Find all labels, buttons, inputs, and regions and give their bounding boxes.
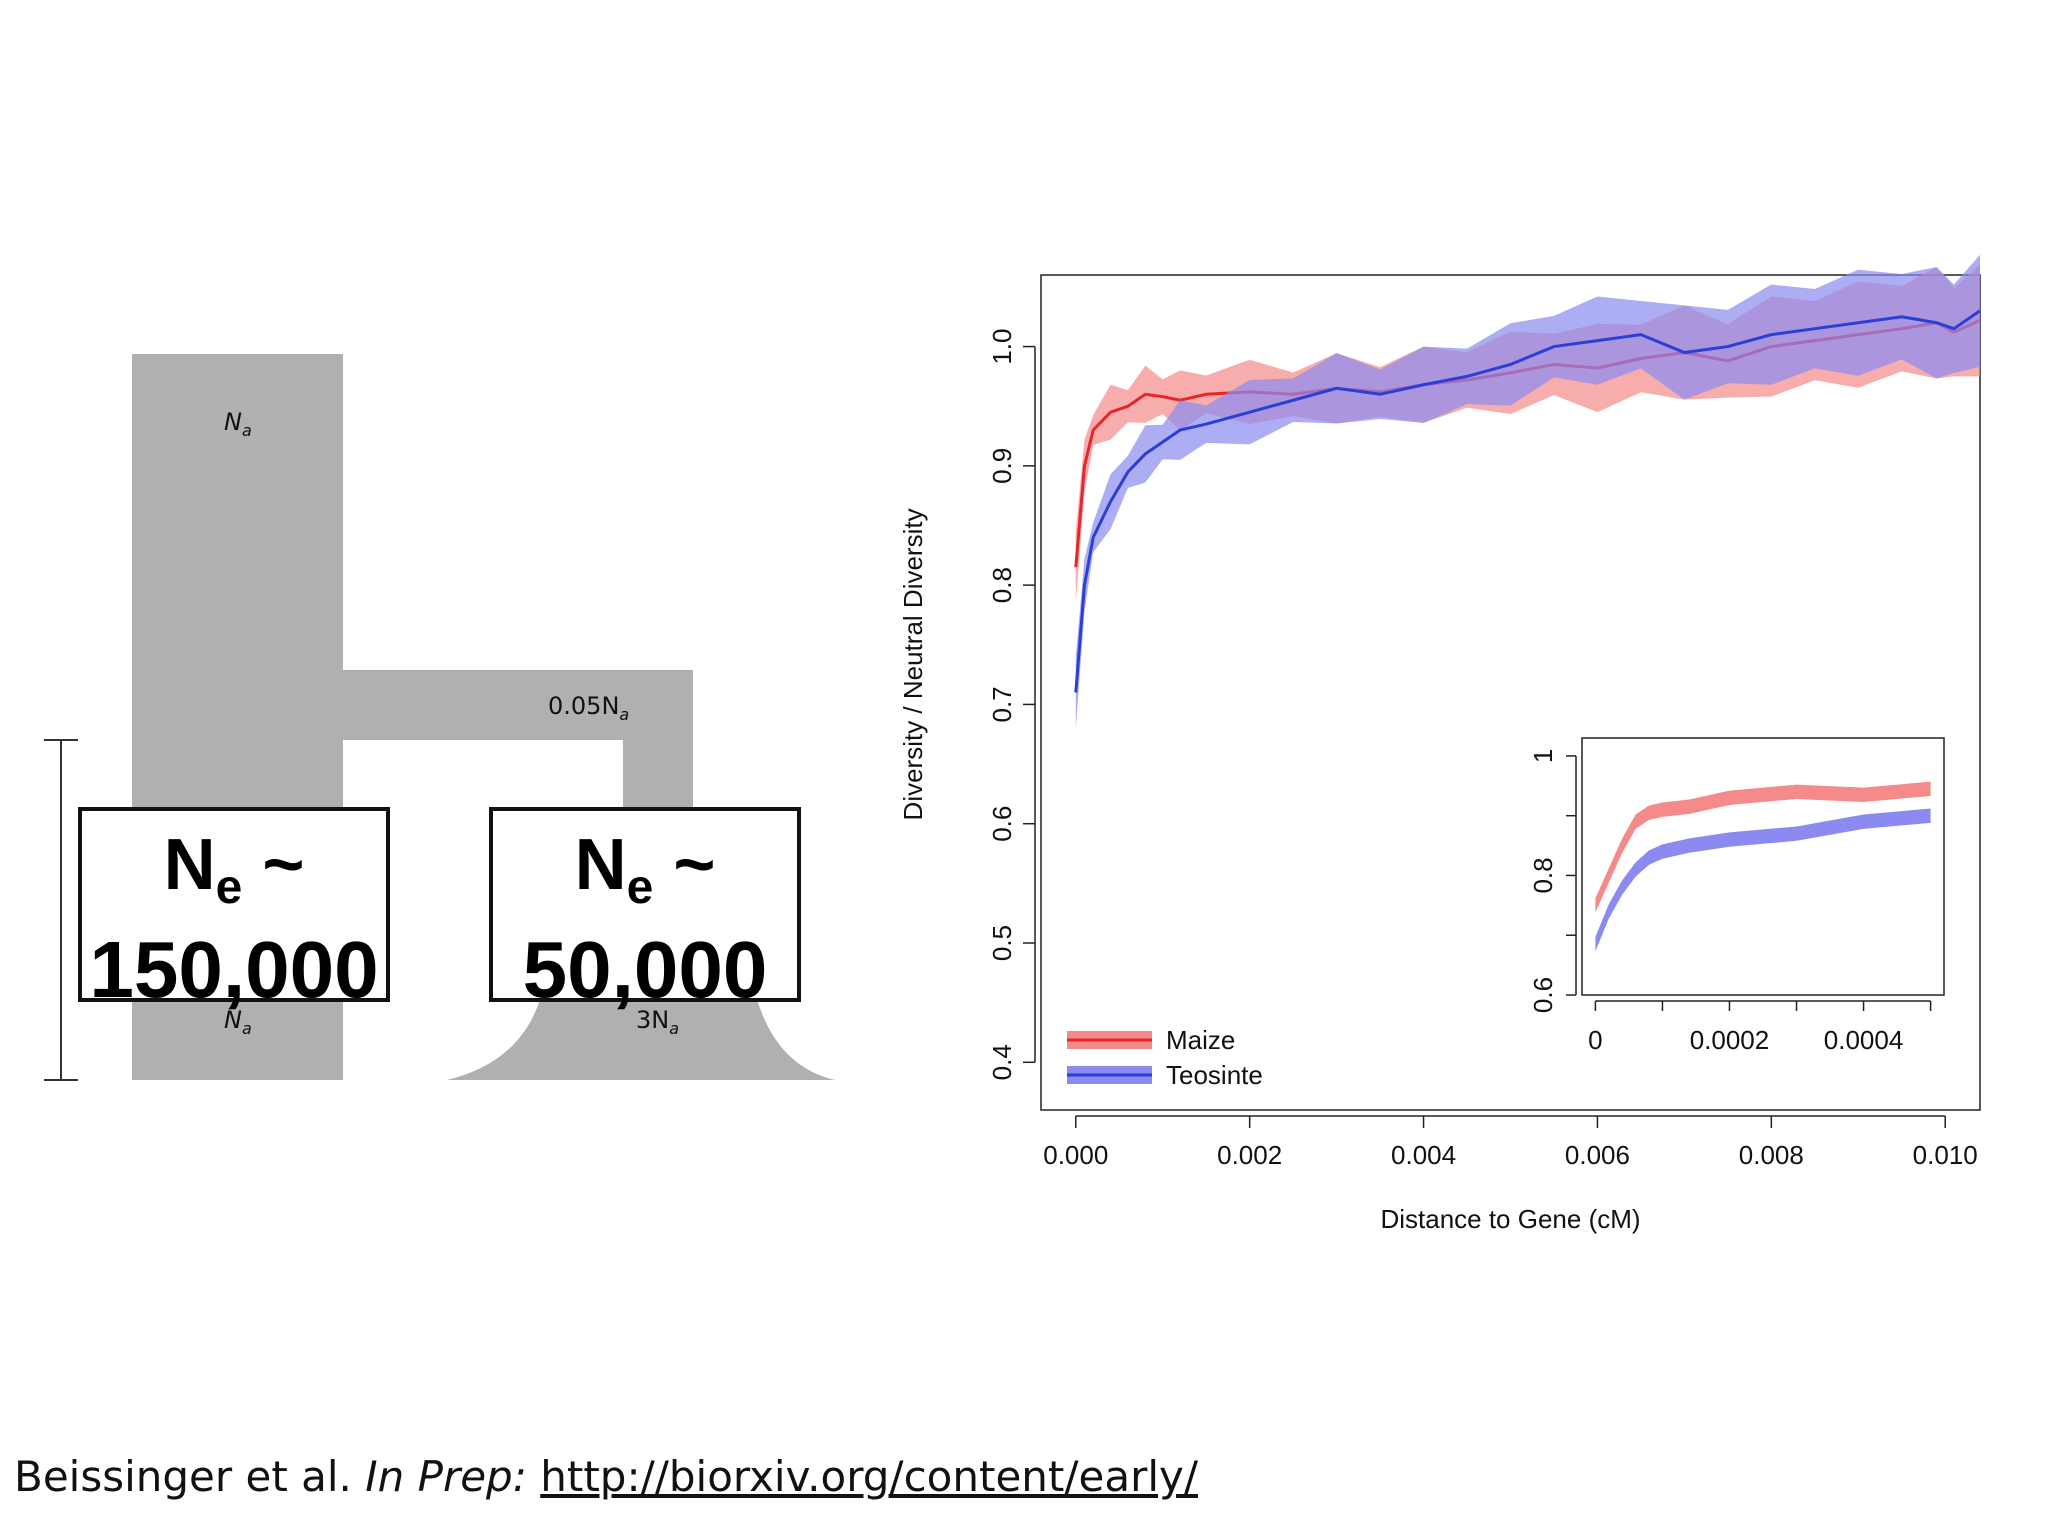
bottleneck-size-label: 0.05Na xyxy=(548,692,629,724)
ne-symbol: Ne ~ xyxy=(574,825,716,914)
x-tick-label: 0.008 xyxy=(1739,1140,1804,1170)
citation-authors: Beissinger et al. xyxy=(14,1452,366,1501)
inset-band-teosinte xyxy=(1595,808,1931,952)
y-tick-label: 0.4 xyxy=(987,1044,1017,1080)
y-tick-label: 0.6 xyxy=(987,806,1017,842)
ne-value: 50,000 xyxy=(522,925,768,1014)
x-tick-label: 0.000 xyxy=(1043,1140,1108,1170)
confidence-band-teosinte xyxy=(1075,254,1980,729)
legend-label: Teosinte xyxy=(1166,1060,1263,1090)
expanded-population-shape xyxy=(447,980,835,1080)
time-scale-bar xyxy=(44,739,78,1081)
y-tick-label: 1.0 xyxy=(987,328,1017,364)
series-line-teosinte xyxy=(1074,309,1981,693)
y-tick-label: 0.9 xyxy=(987,448,1017,484)
inset-band-maize xyxy=(1595,781,1931,913)
inset-y-tick-label: 1 xyxy=(1528,749,1558,763)
ne-box-right: Ne ~ 50,000 xyxy=(489,807,801,1012)
x-tick-label: 0.004 xyxy=(1391,1140,1456,1170)
inset-x-tick-label: 0.0004 xyxy=(1824,1025,1904,1055)
citation-status: In Prep: xyxy=(365,1452,527,1501)
citation-link[interactable]: http://biorxiv.org/content/early/ xyxy=(540,1452,1199,1501)
inset-y-tick-label: 0.8 xyxy=(1528,857,1558,893)
diversity-chart: 0.000 0.002 0.004 0.006 0.008 0.0100.40.50.60… xyxy=(898,254,1981,1234)
plot-frame xyxy=(1040,274,1981,1111)
inset-plot-area: 0 0.0002 0.0004 0.6 0.8 1 xyxy=(1528,737,1945,1055)
y-tick-label: 0.5 xyxy=(987,925,1017,961)
y-axis-title: Diversity / Neutral Diversity xyxy=(898,508,928,820)
inset-y-tick-label: 0.6 xyxy=(1528,977,1558,1013)
ne-value: 150,000 xyxy=(89,925,379,1014)
inset-x-tick-label: 0.0002 xyxy=(1690,1025,1770,1055)
citation: Beissinger et al. In Prep: http://biorxi… xyxy=(14,1452,1198,1501)
x-tick-label: 0.010 xyxy=(1913,1140,1978,1170)
legend-label: Maize xyxy=(1166,1025,1235,1055)
y-tick-label: 0.8 xyxy=(987,567,1017,603)
ne-symbol: Ne ~ xyxy=(163,825,305,914)
left-final-size-label: Na xyxy=(224,1006,252,1038)
right-final-size-label: 3Na xyxy=(636,1006,679,1038)
x-tick-label: 0.006 xyxy=(1565,1140,1630,1170)
main-plot-area: 0.000 0.002 0.004 0.006 0.008 0.0100.40.50.60… xyxy=(898,254,1981,1234)
inset-x-tick-label: 0 xyxy=(1588,1025,1602,1055)
x-axis-title: Distance to Gene (cM) xyxy=(1380,1204,1640,1234)
x-tick-label: 0.002 xyxy=(1217,1140,1282,1170)
y-tick-label: 0.7 xyxy=(987,686,1017,722)
bottleneck-bridge-shape xyxy=(343,670,700,855)
legend: Maize Teosinte xyxy=(1067,1025,1263,1090)
ancestral-size-label: Na xyxy=(224,408,252,440)
ne-box-left: Ne ~ 150,000 xyxy=(78,807,390,1012)
